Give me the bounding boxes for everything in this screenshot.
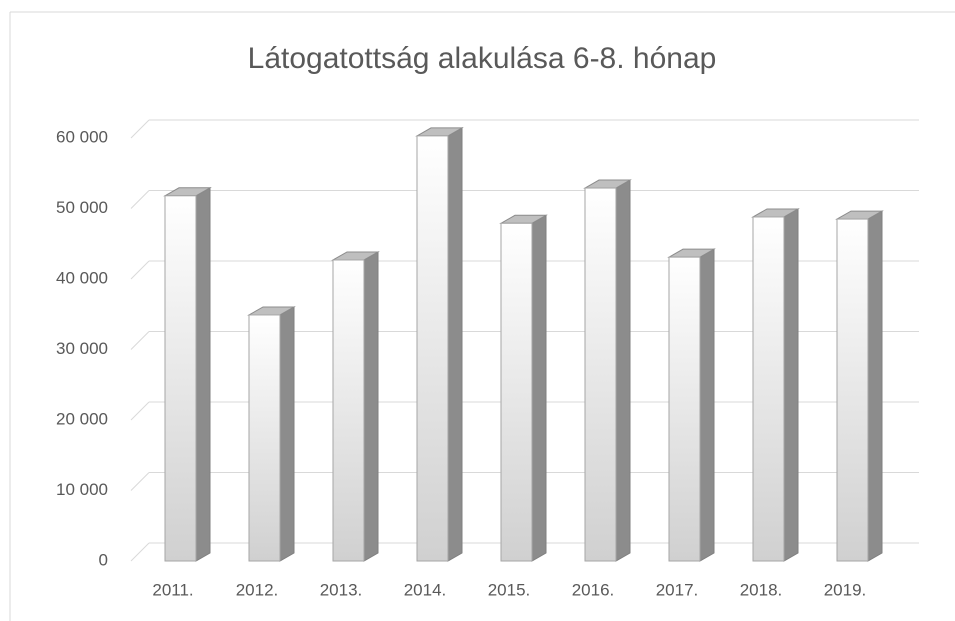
bar-side [615, 179, 631, 562]
y-tick-label: 40 000 [56, 268, 108, 287]
grid-line [130, 190, 150, 209]
chart-title: Látogatottság alakulása 6-8. hónap [248, 42, 717, 75]
x-tick-label: 2013. [320, 580, 363, 599]
bar [836, 218, 869, 562]
bar-side [867, 210, 883, 562]
y-tick-label: 10 000 [56, 480, 108, 499]
bar [752, 216, 785, 562]
x-tick-label: 2014. [404, 580, 447, 599]
bar-side [783, 208, 799, 562]
grid-line [130, 472, 150, 491]
y-tick-label: 50 000 [56, 198, 108, 217]
bar [416, 135, 449, 562]
bar-side [699, 248, 715, 562]
y-tick-label: 0 [99, 550, 108, 569]
x-tick-label: 2019. [824, 580, 867, 599]
grid-line [130, 542, 150, 562]
x-tick-label: 2016. [572, 580, 615, 599]
grid-line [130, 331, 150, 350]
bar-side [447, 127, 463, 562]
y-tick-label: 30 000 [56, 339, 108, 358]
bar-side [195, 186, 211, 562]
bar-side [363, 251, 379, 562]
y-tick-label: 60 000 [56, 127, 108, 146]
bar-side [279, 306, 295, 562]
bar-side [531, 214, 547, 562]
x-tick-label: 2011. [152, 580, 193, 599]
grid-line [130, 401, 150, 421]
bar [500, 222, 533, 562]
bar [332, 259, 365, 562]
bar [164, 195, 197, 562]
x-tick-label: 2012. [236, 580, 279, 599]
x-tick-label: 2018. [740, 580, 783, 599]
x-tick-label: 2015. [488, 580, 531, 599]
bar [248, 314, 281, 562]
y-tick-label: 20 000 [56, 409, 108, 428]
grid-line [130, 119, 150, 139]
bar [584, 187, 617, 562]
grid-line [130, 260, 150, 280]
bar [668, 256, 701, 562]
x-tick-label: 2017. [656, 580, 699, 599]
